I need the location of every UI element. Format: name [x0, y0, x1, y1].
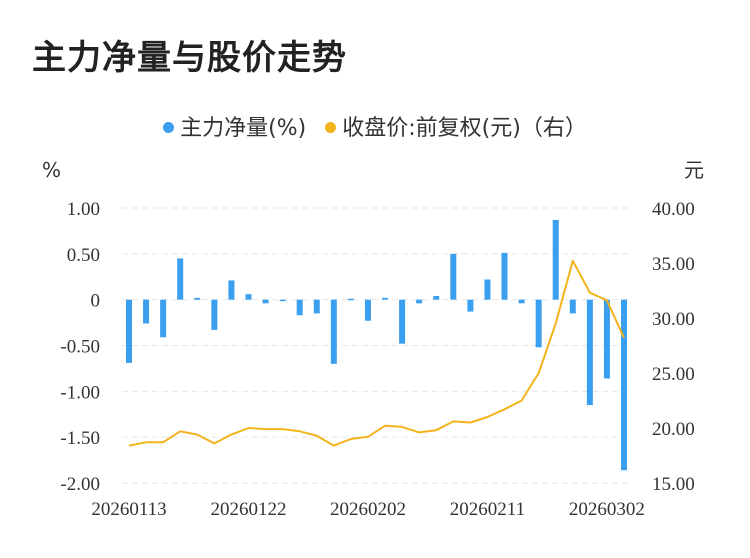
bar[interactable]: [518, 299, 525, 304]
left-unit-label: %: [42, 158, 61, 182]
y-right-tick-label: 40.00: [652, 199, 695, 220]
y-right-tick-label: 15.00: [652, 474, 695, 495]
bar[interactable]: [330, 299, 337, 364]
bar[interactable]: [552, 219, 559, 300]
bar[interactable]: [262, 299, 269, 304]
legend-dot-bar: [163, 121, 175, 133]
bar[interactable]: [501, 252, 508, 300]
x-tick-label: 20260211: [450, 499, 525, 520]
y-left-tick-label: 1.00: [67, 199, 100, 220]
legend-item-bar[interactable]: 主力净量(%): [163, 110, 306, 142]
bar[interactable]: [484, 279, 491, 300]
bar[interactable]: [228, 280, 235, 300]
page-title: 主力净量与股价走势: [32, 38, 347, 78]
bar[interactable]: [160, 299, 167, 338]
axis-labels: % 元 1.00 0.50 0 -0.50 -1.00 -1.50 -2.00 40.00 35…: [42, 158, 704, 520]
bar-series: [126, 219, 627, 471]
legend-label-line: 收盘价:前复权(元)（右）: [342, 116, 587, 141]
bar[interactable]: [177, 258, 184, 300]
bar[interactable]: [313, 299, 320, 314]
bar[interactable]: [143, 299, 150, 324]
bar[interactable]: [364, 299, 371, 321]
y-right-tick-label: 25.00: [652, 364, 695, 385]
bar[interactable]: [296, 299, 303, 316]
x-tick-label: 20260202: [330, 499, 406, 520]
bar[interactable]: [535, 299, 542, 348]
bar[interactable]: [603, 299, 610, 379]
y-right-tick-label: 35.00: [652, 254, 695, 275]
legend-dot-line: [325, 121, 337, 133]
bar[interactable]: [399, 299, 406, 344]
bar[interactable]: [450, 253, 457, 300]
chart-legend: 主力净量(%) 收盘价:前复权(元)（右）: [0, 110, 750, 142]
y-left-tick-label: -0.50: [60, 337, 100, 358]
x-tick-label: 20260113: [91, 499, 166, 520]
bar[interactable]: [211, 299, 218, 330]
y-left-tick-label: -1.50: [60, 428, 100, 449]
y-right-tick-label: 20.00: [652, 419, 695, 440]
line-series: [128, 259, 625, 447]
bar[interactable]: [433, 296, 440, 300]
bar[interactable]: [126, 299, 132, 363]
legend-item-line[interactable]: 收盘价:前复权(元)（右）: [325, 110, 587, 142]
price-line[interactable]: [128, 259, 625, 447]
y-right-tick-label: 30.00: [652, 309, 695, 330]
bar[interactable]: [382, 297, 389, 300]
bar[interactable]: [194, 297, 201, 300]
y-left-tick-label: 0.50: [67, 245, 100, 266]
legend-label-bar: 主力净量(%): [180, 116, 307, 141]
bar[interactable]: [245, 294, 252, 300]
y-left-tick-label: -1.00: [60, 382, 100, 403]
bar[interactable]: [347, 298, 354, 301]
y-left-tick-label: 0: [91, 291, 101, 312]
bar[interactable]: [279, 299, 286, 302]
y-left-tick-label: -2.00: [60, 474, 100, 495]
bar[interactable]: [416, 299, 423, 304]
right-unit-label: 元: [684, 158, 704, 182]
bar[interactable]: [586, 299, 593, 406]
grid-lines: [122, 207, 628, 484]
x-tick-label: 20260122: [210, 499, 286, 520]
bar[interactable]: [467, 299, 474, 312]
bar[interactable]: [569, 299, 576, 314]
bar[interactable]: [621, 299, 627, 471]
x-tick-label: 20260302: [569, 499, 645, 520]
